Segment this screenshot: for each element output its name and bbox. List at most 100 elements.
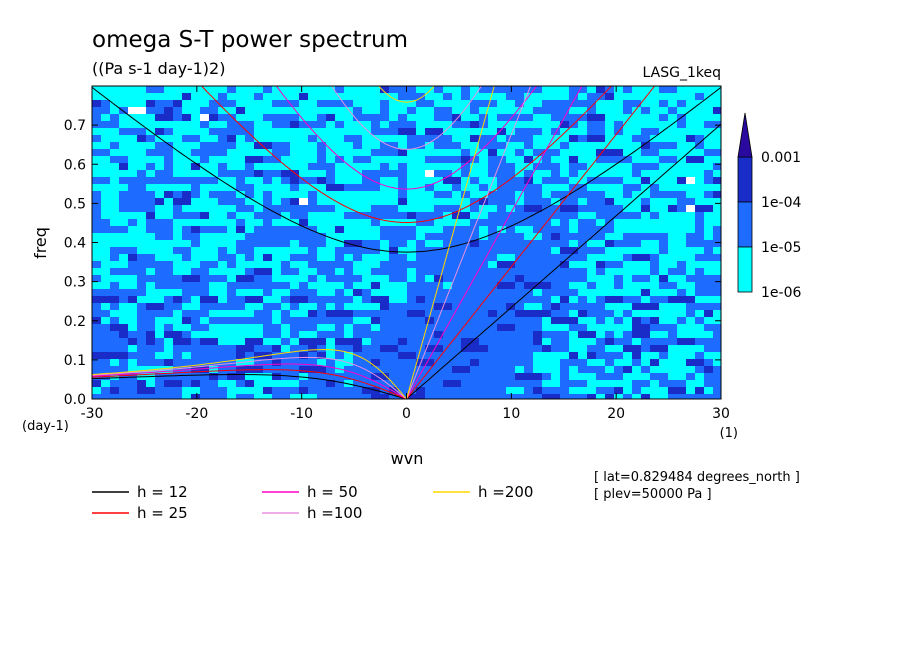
field-cell bbox=[317, 247, 335, 254]
field-cell bbox=[245, 226, 254, 233]
field-cell bbox=[362, 163, 380, 170]
x-axis-unit: (1) bbox=[720, 426, 738, 441]
field-cell bbox=[191, 114, 200, 121]
field-cell bbox=[164, 359, 173, 366]
field-cell bbox=[488, 114, 497, 121]
field-cell bbox=[632, 338, 641, 345]
field-cell bbox=[605, 170, 614, 177]
field-cell bbox=[362, 219, 371, 226]
field-cell bbox=[182, 114, 191, 121]
field-cell bbox=[344, 163, 353, 170]
field-cell bbox=[227, 394, 236, 399]
field-cell bbox=[533, 121, 542, 128]
field-cell bbox=[578, 345, 587, 352]
field-cell bbox=[578, 121, 587, 128]
field-cell bbox=[119, 114, 137, 121]
chart-subtitle: ((Pa s-1 day-1)2) bbox=[92, 59, 225, 78]
field-cell bbox=[551, 184, 569, 191]
field-cell bbox=[569, 177, 587, 184]
field-cell bbox=[191, 366, 209, 373]
field-cell bbox=[191, 156, 200, 163]
kelvin-curve-h50 bbox=[406, 86, 583, 399]
field-cell bbox=[596, 331, 605, 338]
field-cell bbox=[686, 338, 695, 345]
legend-label: h =200 bbox=[478, 483, 533, 501]
field-cell bbox=[308, 93, 317, 100]
field-cell bbox=[155, 331, 164, 338]
field-cell bbox=[236, 254, 245, 261]
field-cell bbox=[308, 100, 317, 107]
field-cell bbox=[596, 219, 605, 226]
field-cell bbox=[632, 114, 641, 121]
field-cell bbox=[362, 233, 380, 240]
field-cell bbox=[605, 296, 623, 303]
colorbar-segment bbox=[737, 156, 753, 203]
field-cell bbox=[524, 205, 542, 212]
field-cell bbox=[668, 114, 677, 121]
field-cell bbox=[587, 212, 596, 219]
field-cell bbox=[110, 177, 119, 184]
field-cell bbox=[677, 254, 686, 261]
field-cell bbox=[263, 387, 272, 394]
field-cell bbox=[128, 233, 137, 240]
field-cell bbox=[362, 282, 371, 289]
field-cell bbox=[461, 107, 470, 114]
field-cell bbox=[632, 121, 641, 128]
field-cell bbox=[353, 163, 362, 170]
field-cell bbox=[137, 135, 146, 142]
field-cell bbox=[623, 303, 632, 310]
field-cell bbox=[524, 233, 542, 240]
field-cell bbox=[425, 317, 434, 324]
y-tick-label: 0.6 bbox=[64, 157, 86, 173]
field-cell bbox=[101, 93, 110, 100]
field-cell bbox=[335, 142, 344, 149]
field-cell bbox=[254, 205, 263, 212]
field-cell bbox=[128, 324, 137, 331]
field-cell bbox=[479, 198, 488, 205]
field-cell bbox=[128, 226, 146, 233]
y-axis-label: freq bbox=[31, 227, 50, 259]
field-cell bbox=[506, 142, 524, 149]
field-cell bbox=[605, 184, 623, 191]
field-cell bbox=[533, 142, 551, 149]
field-cell bbox=[263, 296, 281, 303]
field-cell bbox=[533, 93, 551, 100]
field-cell bbox=[479, 233, 488, 240]
field-cell bbox=[272, 359, 281, 366]
field-cell bbox=[362, 275, 380, 282]
field-cell bbox=[236, 261, 254, 268]
field-cell bbox=[137, 149, 146, 156]
field-cell bbox=[560, 121, 569, 128]
field-cell bbox=[515, 275, 524, 282]
field-cell bbox=[506, 107, 515, 114]
field-cell bbox=[677, 247, 686, 254]
field-cell bbox=[551, 86, 560, 93]
field-cell bbox=[92, 254, 110, 261]
field-cell bbox=[452, 135, 470, 142]
field-cell bbox=[326, 198, 335, 205]
field-cell bbox=[245, 359, 254, 366]
colorbar-label: 0.001 bbox=[761, 150, 801, 166]
field-cell bbox=[695, 324, 704, 331]
field-cell bbox=[443, 177, 461, 184]
field-cell bbox=[443, 149, 461, 156]
field-cell bbox=[380, 191, 398, 198]
field-cell bbox=[686, 142, 695, 149]
field-cell bbox=[614, 387, 623, 394]
field-cell bbox=[344, 233, 362, 240]
field-cell bbox=[227, 163, 236, 170]
info-latitude: [ lat=0.829484 degrees_north ] bbox=[594, 470, 800, 485]
field-cell bbox=[119, 331, 128, 338]
field-cell bbox=[506, 387, 524, 394]
field-cell bbox=[335, 191, 353, 198]
field-cell bbox=[425, 240, 434, 247]
field-cell bbox=[560, 93, 569, 100]
field-cell bbox=[407, 275, 416, 282]
field-cell bbox=[245, 331, 263, 338]
field-cell bbox=[632, 310, 650, 317]
field-cell bbox=[641, 142, 650, 149]
field-cell bbox=[254, 114, 263, 121]
field-cell bbox=[362, 100, 380, 107]
field-cell bbox=[596, 163, 605, 170]
